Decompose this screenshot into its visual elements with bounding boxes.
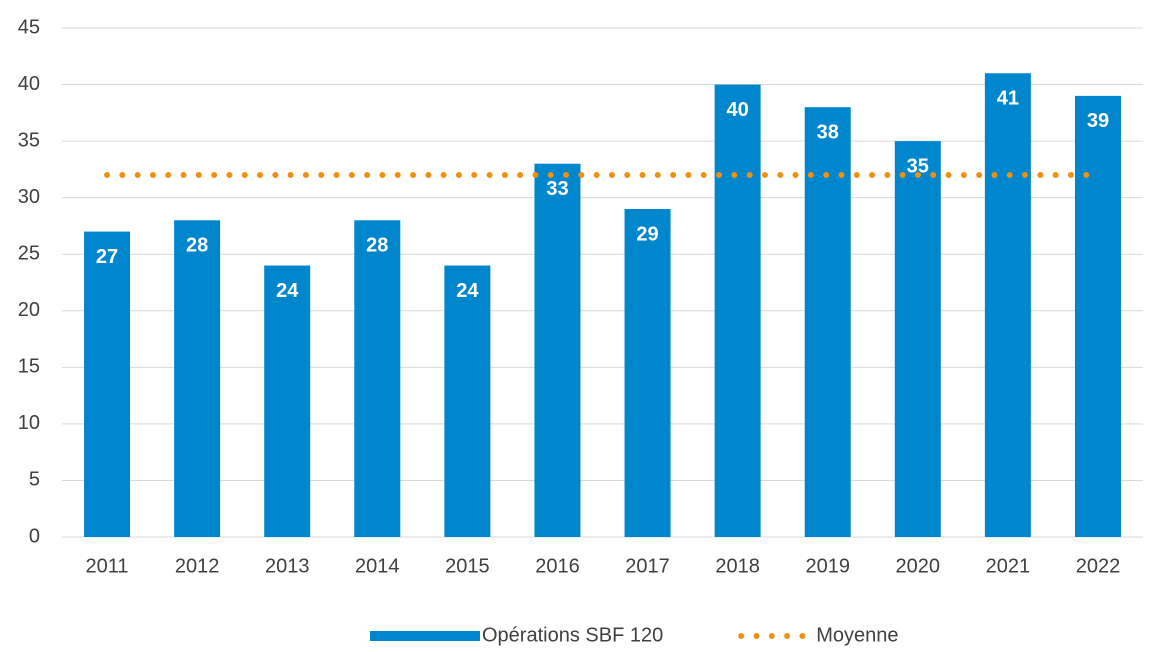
bar	[1074, 95, 1121, 537]
legend-swatch	[370, 631, 480, 641]
data-label: 35	[907, 155, 929, 177]
data-label: 24	[456, 280, 479, 302]
y-tick-label: 30	[18, 186, 40, 208]
data-label: 41	[997, 88, 1019, 110]
x-tick-label: 2013	[265, 555, 310, 577]
x-tick-label: 2011	[86, 555, 129, 577]
x-tick-label: 2019	[805, 555, 850, 577]
y-tick-label: 0	[29, 525, 40, 547]
bar	[84, 231, 131, 537]
legend-label: Opérations SBF 120	[482, 624, 663, 646]
y-tick-label: 35	[18, 129, 40, 151]
x-tick-label: 2016	[535, 555, 580, 577]
data-label: 28	[366, 235, 388, 257]
bar	[714, 84, 761, 538]
bar	[534, 163, 581, 537]
y-tick-label: 25	[18, 243, 40, 265]
bar	[804, 107, 851, 537]
bar	[264, 265, 311, 537]
y-tick-label: 45	[18, 16, 40, 38]
legend-label: Moyenne	[816, 624, 898, 646]
data-label: 38	[817, 121, 839, 143]
data-label: 40	[727, 99, 749, 121]
x-tick-label: 2021	[986, 555, 1031, 577]
y-tick-label: 20	[18, 299, 40, 321]
data-label: 28	[186, 235, 208, 257]
y-tick-label: 5	[29, 469, 40, 491]
x-tick-label: 2020	[896, 555, 941, 577]
x-tick-label: 2017	[625, 555, 670, 577]
x-tick-label: 2018	[715, 555, 760, 577]
bar	[624, 208, 671, 537]
x-tick-label: 2015	[445, 555, 490, 577]
y-tick-label: 15	[18, 356, 40, 378]
y-tick-label: 10	[18, 412, 40, 434]
data-label: 29	[636, 223, 658, 245]
data-label: 24	[276, 280, 299, 302]
x-tick-label: 2022	[1076, 555, 1121, 577]
x-tick-label: 2014	[355, 555, 400, 577]
data-label: 33	[546, 178, 568, 200]
bar	[174, 220, 221, 538]
bar	[354, 220, 401, 538]
bar	[894, 141, 941, 537]
x-tick-label: 2012	[175, 555, 220, 577]
data-label: 27	[96, 246, 118, 268]
bar	[444, 265, 491, 537]
y-tick-label: 40	[18, 73, 40, 95]
bar	[984, 73, 1031, 537]
data-label: 39	[1087, 110, 1109, 132]
